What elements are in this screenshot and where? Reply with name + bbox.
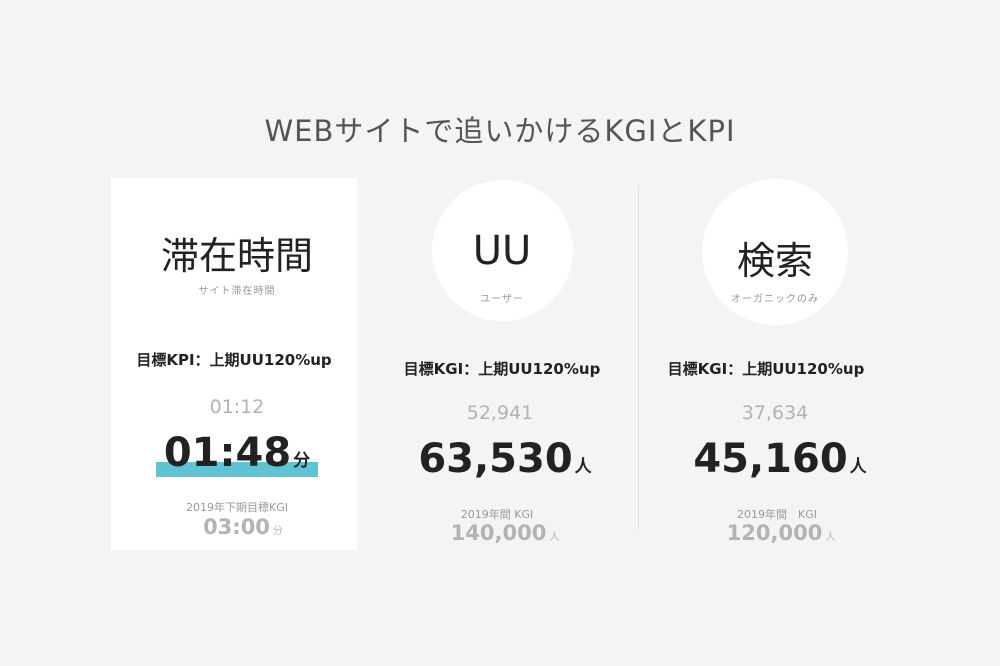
panel-current: 63,530 人 xyxy=(418,436,591,482)
panel-subtitle: ユーザー xyxy=(480,294,524,305)
panel-circle-search xyxy=(702,179,848,325)
panel-kgi: 03:00 分 xyxy=(203,515,283,539)
kgi-value: 03:00 xyxy=(203,515,270,539)
panel-kgi: 120,000 人 xyxy=(727,521,836,545)
panel-heading: 滞在時間 xyxy=(160,234,314,278)
panel-card-time xyxy=(111,178,357,550)
divider xyxy=(638,185,639,530)
kgi-unit: 人 xyxy=(825,532,836,543)
current-value: 63,530 xyxy=(418,436,573,482)
kgi-value: 140,000 xyxy=(450,521,547,545)
panel-previous: 52,941 xyxy=(466,402,534,424)
panel-subtitle: サイト滞在時間 xyxy=(198,286,276,297)
panel-kgi-label: 2019年間 KGI xyxy=(460,508,534,521)
panel-heading: 検索 xyxy=(736,239,814,283)
page-title: WEBサイトで追いかけるKGIとKPI xyxy=(264,114,736,148)
current-unit: 人 xyxy=(849,457,867,477)
panel-goal: 目標KGI：上期UU120%up xyxy=(667,360,865,378)
kgi-unit: 分 xyxy=(272,526,283,537)
highlight-bar xyxy=(156,462,318,477)
panel-current: 01:48 分 xyxy=(164,430,310,476)
panel-goal: 目標KGI：上期UU120%up xyxy=(403,360,601,378)
current-value: 45,160 xyxy=(693,436,848,482)
panel-goal: 目標KPI：上期UU120%up xyxy=(136,351,332,369)
panel-current: 45,160 人 xyxy=(693,436,866,482)
panel-previous: 37,634 xyxy=(741,402,809,424)
kgi-value: 120,000 xyxy=(726,521,823,545)
panel-heading: UU xyxy=(472,228,532,274)
panel-subtitle: オーガニックのみ xyxy=(731,294,819,305)
current-unit: 分 xyxy=(293,451,311,471)
panel-kgi: 140,000 人 xyxy=(451,521,560,545)
panel-previous: 01:12 xyxy=(209,396,265,418)
panel-kgi-label: 2019年下期目標KGI xyxy=(186,501,288,514)
kgi-unit: 人 xyxy=(549,532,560,543)
current-value: 01:48 xyxy=(163,430,292,476)
panel-kgi-label: 2019年間 KGI xyxy=(737,508,817,521)
panel-circle-uu xyxy=(432,180,573,321)
current-unit: 人 xyxy=(574,457,592,477)
